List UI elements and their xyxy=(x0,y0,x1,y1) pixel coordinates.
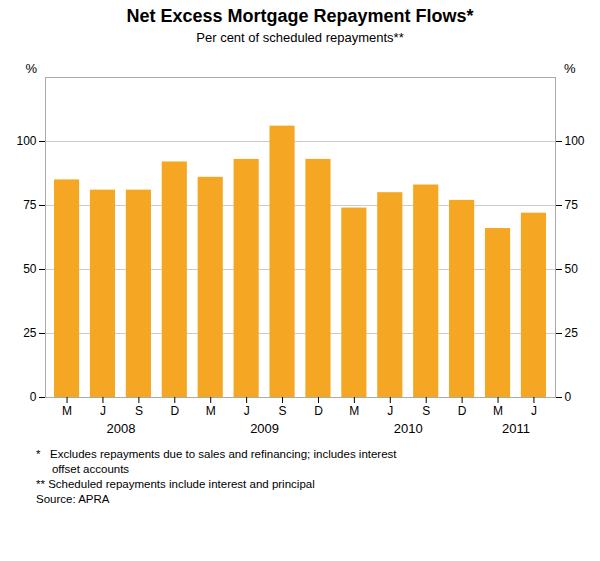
svg-text:M: M xyxy=(493,404,503,418)
svg-text:50: 50 xyxy=(23,262,37,276)
html-text:offset accounts: offset accounts xyxy=(36,463,130,475)
svg-text:75: 75 xyxy=(565,198,579,212)
html-text:Net Excess Mortgage Repayment: Net Excess Mortgage Repayment Flows* xyxy=(126,6,474,26)
svg-text:J: J xyxy=(244,404,250,418)
svg-text:M: M xyxy=(206,404,216,418)
html-text:Per cent of scheduled repaymen: Per cent of scheduled repayments** xyxy=(196,30,404,45)
svg-text:25: 25 xyxy=(565,326,579,340)
svg-text:M: M xyxy=(349,404,359,418)
svg-text:D: D xyxy=(458,404,467,418)
svg-text:100: 100 xyxy=(565,134,585,148)
svg-text:100: 100 xyxy=(16,134,36,148)
svg-text:J: J xyxy=(531,404,537,418)
svg-text:D: D xyxy=(314,404,323,418)
html-text:** Scheduled repayments includ: ** Scheduled repayments include interest… xyxy=(36,478,315,490)
svg-text:M: M xyxy=(62,404,72,418)
svg-text:S: S xyxy=(135,404,143,418)
html-text:Source: APRA: Source: APRA xyxy=(36,493,110,505)
html-text:* Excludes repayments due to s: * Excludes repayments due to sales and r… xyxy=(36,448,397,460)
svg-text:D: D xyxy=(170,404,179,418)
svg-text:J: J xyxy=(100,404,106,418)
svg-text:2008: 2008 xyxy=(106,421,135,436)
svg-text:75: 75 xyxy=(23,198,37,212)
svg-text:2009: 2009 xyxy=(250,421,279,436)
svg-text:%: % xyxy=(26,61,38,76)
svg-text:50: 50 xyxy=(565,262,579,276)
svg-text:S: S xyxy=(422,404,430,418)
svg-text:2010: 2010 xyxy=(394,421,423,436)
svg-text:J: J xyxy=(387,404,393,418)
svg-text:25: 25 xyxy=(23,326,37,340)
svg-text:0: 0 xyxy=(30,390,37,404)
svg-text:2011: 2011 xyxy=(502,421,530,436)
svg-text:S: S xyxy=(279,404,287,418)
svg-text:0: 0 xyxy=(565,390,572,404)
svg-text:%: % xyxy=(564,61,576,76)
